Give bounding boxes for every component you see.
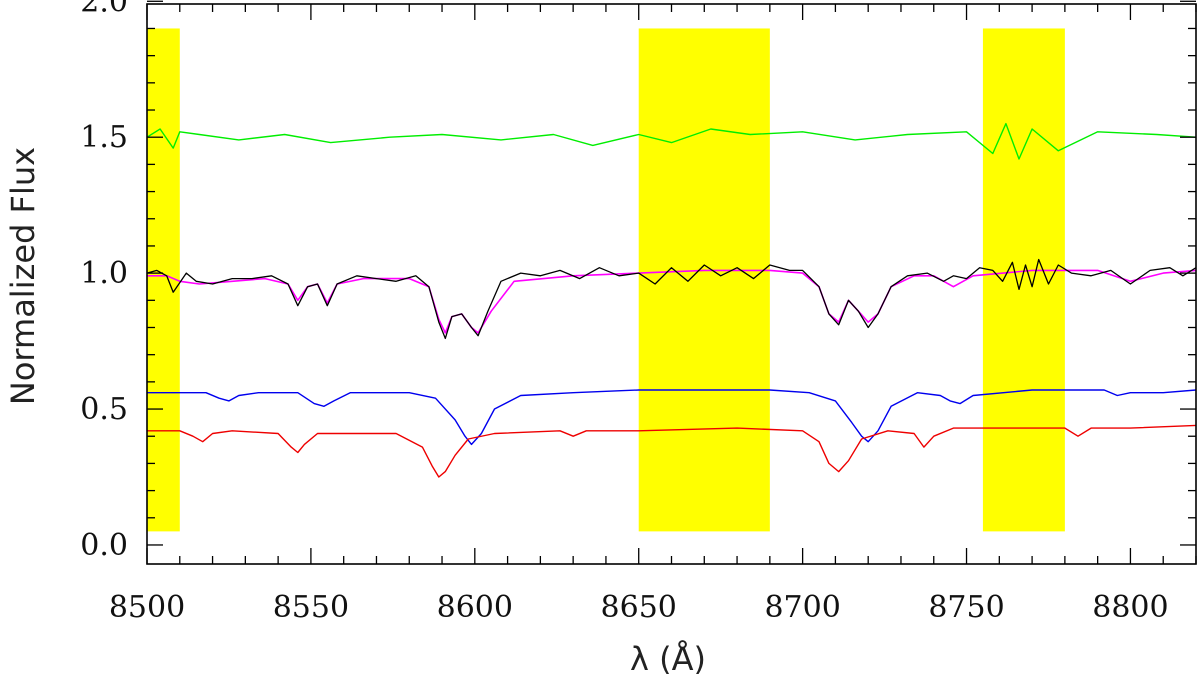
shaded-region-1 — [147, 28, 180, 532]
x-tick-label: 8600 — [437, 590, 513, 625]
x-tick-label: 8750 — [928, 590, 1004, 625]
x-tick-label: 8800 — [1092, 590, 1168, 625]
x-axis-label: λ (Å) — [630, 640, 706, 678]
series-line-4 — [147, 389, 1197, 446]
axis-ticks — [146, 0, 1197, 564]
tick-labels: 8500 8550 8600 8650 8700 8750 8800 0.0 0.5 1.0 1.5… — [80, 0, 1168, 625]
y-tick-label: 1.5 — [80, 120, 128, 155]
y-tick-label: 1.0 — [80, 256, 128, 291]
shaded-region-3 — [982, 28, 1065, 532]
shaded-region-2 — [638, 28, 770, 532]
y-tick-label: 2.0 — [80, 0, 128, 19]
x-tick-label: 8550 — [273, 590, 349, 625]
y-tick-label: 0.5 — [80, 392, 128, 427]
y-axis-label: Normalized Flux — [4, 147, 42, 405]
series-line-3 — [146, 258, 1197, 340]
x-tick-label: 8700 — [764, 590, 840, 625]
x-tick-label: 8650 — [601, 590, 677, 625]
y-tick-label: 0.0 — [80, 528, 128, 563]
series-line-2 — [147, 269, 1197, 334]
series-line-5 — [147, 424, 1197, 478]
series-line-1 — [146, 122, 1197, 160]
x-tick-label: 8500 — [109, 590, 185, 625]
shaded-regions — [147, 28, 1065, 532]
series-lines — [146, 122, 1197, 478]
